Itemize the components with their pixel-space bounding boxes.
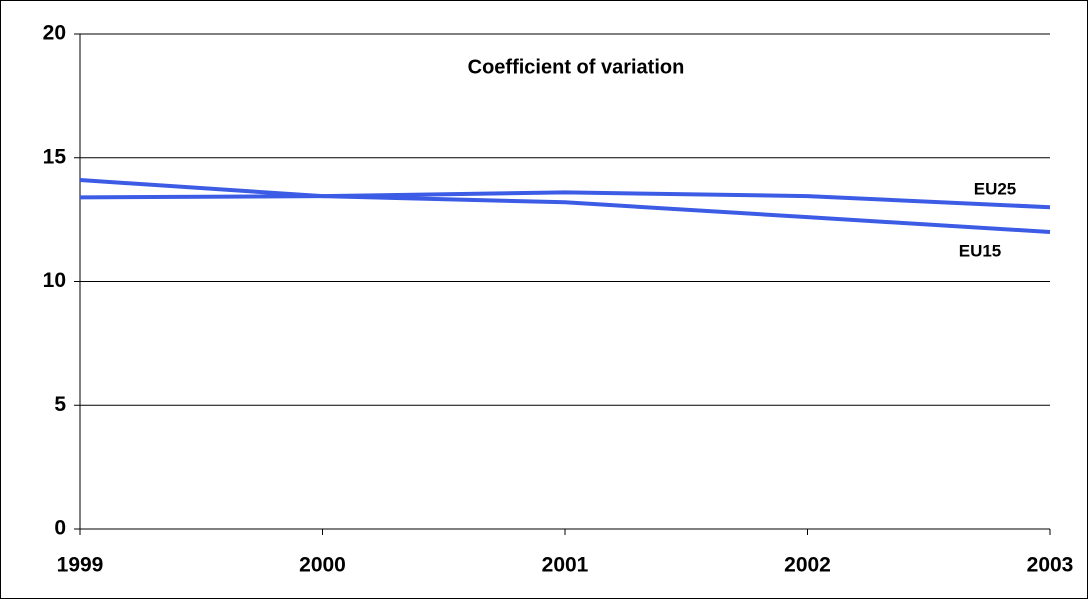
series-label: EU25	[974, 180, 1017, 199]
x-tick-label: 2000	[299, 554, 346, 577]
y-tick-label: 20	[43, 22, 66, 45]
x-tick-label: 2003	[1027, 554, 1074, 577]
series-label: EU15	[959, 241, 1002, 260]
y-tick-label: 15	[43, 145, 67, 168]
series-line	[79, 178, 1051, 234]
x-tick-label: 2002	[784, 554, 831, 577]
x-tick-label: 1999	[57, 554, 104, 577]
y-tick-label: 0	[54, 517, 66, 540]
series-line	[79, 190, 1051, 210]
chart-title: Coefficient of variation	[468, 56, 685, 78]
x-tick-label: 2001	[542, 554, 589, 577]
y-tick-label: 5	[54, 393, 66, 416]
y-tick-label: 10	[43, 269, 66, 292]
